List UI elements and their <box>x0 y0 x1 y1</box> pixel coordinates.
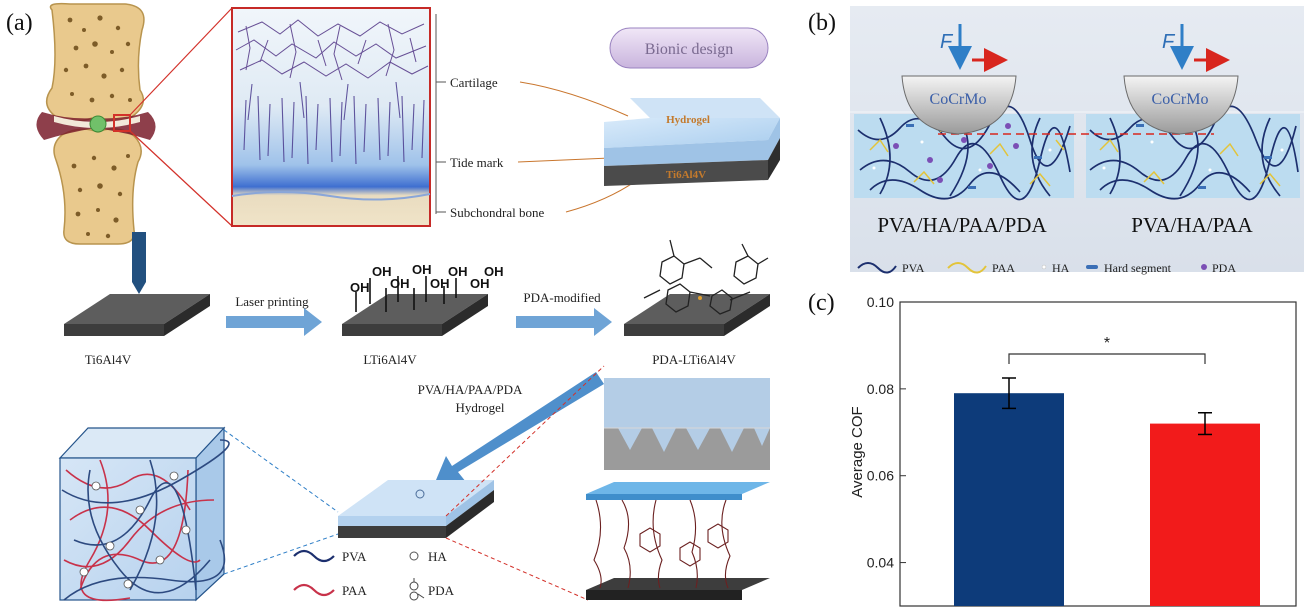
y-tick-label: 0.04 <box>867 555 894 571</box>
knee-joint-icon <box>36 2 233 245</box>
legend-b-paa: PAA <box>992 261 1015 275</box>
arrow-hydrogel-coating: PVA/HA/PAA/PDA Hydrogel <box>418 372 604 482</box>
bionic-design-badge: Bionic design <box>609 27 769 69</box>
cof-bar-chart: Average COF 0.040.060.080.10 PVA/HA/PAAP… <box>849 294 1297 607</box>
y-axis-label: Average COF <box>849 406 866 497</box>
layer-substrate-label: Ti6Al4V <box>666 169 706 181</box>
cocrmo-ball-right: CoCrMo <box>1123 75 1239 135</box>
legend-b-pda: PDA <box>1212 261 1236 275</box>
sample-label-right: PVA/HA/PAA <box>1131 213 1253 237</box>
step2-label: LTi6Al4V <box>363 352 417 367</box>
y-tick-label: 0.10 <box>867 294 894 310</box>
oh-group: OH <box>390 276 410 291</box>
sample-label-left: PVA/HA/PAA/PDA <box>877 213 1047 237</box>
panel-label-c: (c) <box>808 290 835 316</box>
bar-1 <box>954 393 1064 606</box>
significance-bracket <box>1008 353 1206 364</box>
molecular-interface <box>586 482 770 600</box>
arrow-laser-printing: Laser printing <box>226 294 322 336</box>
legend-pda: PDA <box>428 583 455 598</box>
oh-group: OH <box>470 276 490 291</box>
force-arrows-left: F <box>940 24 1008 72</box>
ball-label-left: CoCrMo <box>930 91 987 108</box>
legend-b-hard-segment: Hard segment <box>1104 261 1172 275</box>
diag-label-2: Hydrogel <box>455 400 504 415</box>
oh-group: OH <box>412 262 432 277</box>
oh-group: OH <box>430 276 450 291</box>
legend-b-ha: HA <box>1052 261 1070 275</box>
legend-paa: PAA <box>342 583 367 598</box>
pda-molecule-icon <box>409 578 425 601</box>
cartilage-zoom <box>231 7 431 227</box>
panel-label-a: (a) <box>6 10 33 36</box>
panel-b-legend: PVA PAA HA Hard segment PDA <box>857 261 1236 275</box>
label-cartilage: Cartilage <box>450 75 498 90</box>
zoom-labels: Cartilage Tide mark Subchondral bone <box>435 14 641 220</box>
process-step-3: PDA-LTi6Al4V <box>624 239 770 367</box>
force-arrows-right: F <box>1162 24 1230 72</box>
significance-marker: * <box>1104 335 1110 352</box>
bionic-design-text: Bionic design <box>645 41 733 58</box>
arrow1-label: Laser printing <box>235 294 309 309</box>
ball-label-right: CoCrMo <box>1152 91 1209 108</box>
oh-group: OH <box>448 264 468 279</box>
panel-a-legend: PVA HA PAA PDA <box>293 549 455 601</box>
force-symbol-left: F <box>940 31 954 53</box>
legend-ha: HA <box>428 549 447 564</box>
hydrogel-network-cube <box>58 426 230 602</box>
y-tick-label: 0.08 <box>867 381 894 397</box>
arrow2-label: PDA-modified <box>523 290 601 305</box>
oh-group: OH <box>350 280 370 295</box>
oh-group: OH <box>372 264 392 279</box>
process-step-1: Ti6Al4V <box>64 232 210 367</box>
label-subchondral-bone: Subchondral bone <box>450 205 544 220</box>
legend-pva: PVA <box>342 549 367 564</box>
process-step-2: OH OH OH OH OH OH OH OH LTi6Al4V <box>342 262 504 367</box>
diag-label-1: PVA/HA/PAA/PDA <box>418 382 523 397</box>
arrow-pda-modified: PDA-modified <box>516 290 612 336</box>
interface-cross-section <box>604 378 770 470</box>
step3-label: PDA-LTi6Al4V <box>652 352 736 367</box>
legend-b-pva: PVA <box>902 261 925 275</box>
bar-2 <box>1150 423 1260 606</box>
cocrmo-ball-left: CoCrMo <box>901 75 1017 135</box>
label-tide-mark: Tide mark <box>450 155 504 170</box>
y-tick-label: 0.06 <box>867 468 894 484</box>
step1-label: Ti6Al4V <box>85 352 132 367</box>
force-symbol-right: F <box>1162 31 1176 53</box>
plot-frame <box>899 301 1297 607</box>
layer-hydrogel-label: Hydrogel <box>666 114 710 126</box>
panel-label-b: (b) <box>808 10 836 36</box>
oh-group: OH <box>484 264 504 279</box>
layered-block: Hydrogel Ti6Al4V <box>604 98 780 186</box>
coated-block <box>338 480 494 538</box>
